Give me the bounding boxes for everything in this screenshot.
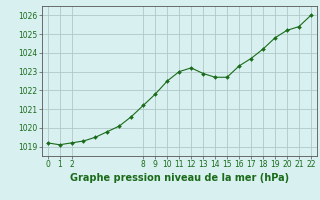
X-axis label: Graphe pression niveau de la mer (hPa): Graphe pression niveau de la mer (hPa) [70, 173, 289, 183]
